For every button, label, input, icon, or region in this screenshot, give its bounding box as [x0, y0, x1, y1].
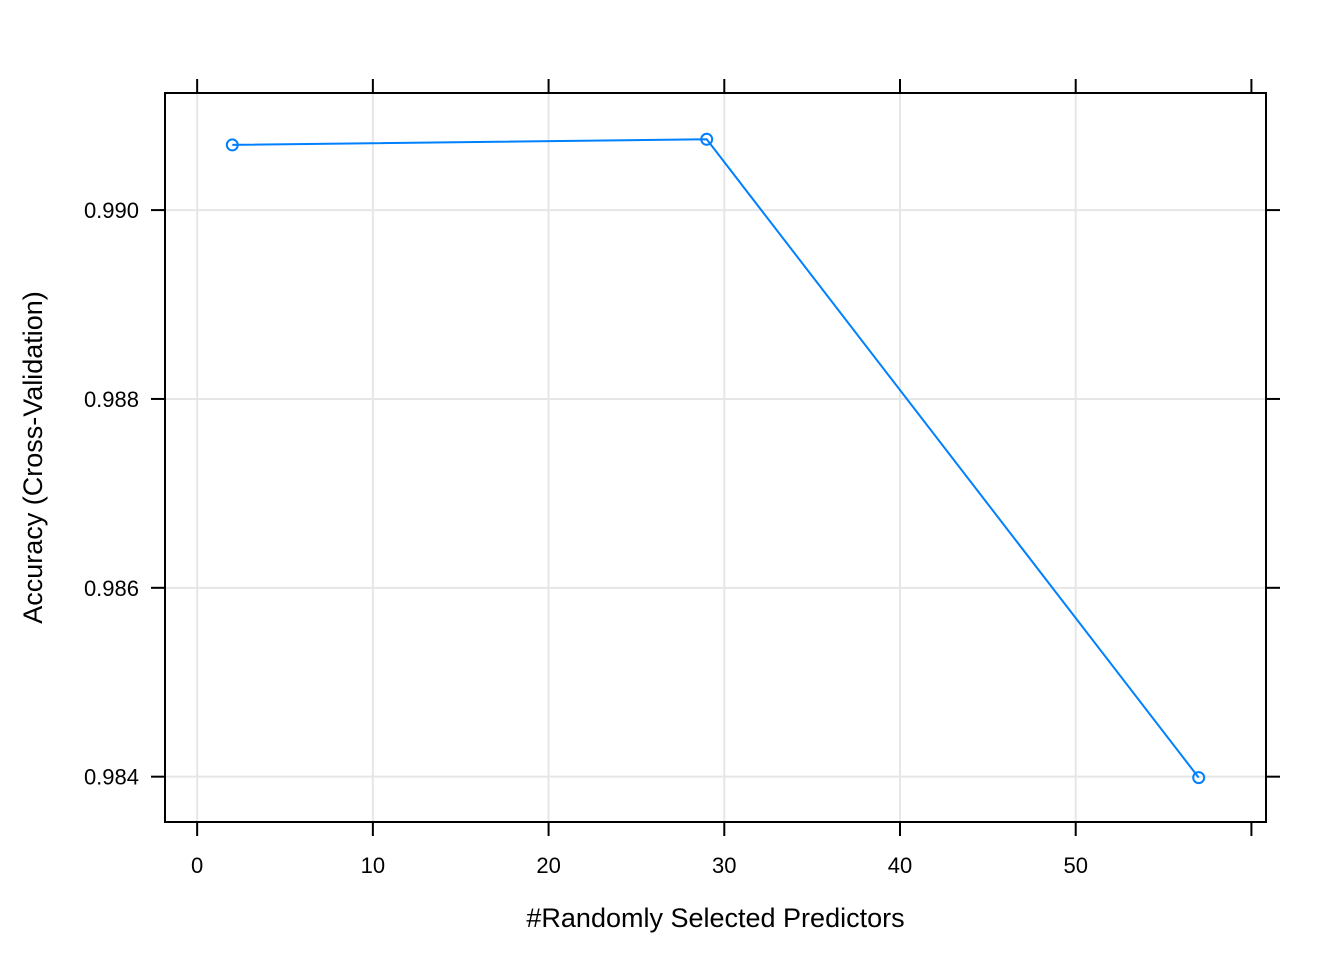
x-tick-label: 20	[536, 853, 560, 878]
series-line	[232, 138, 1200, 779]
y-axis-title: Accuracy (Cross-Validation)	[18, 291, 48, 624]
data-point	[225, 138, 239, 152]
data-point	[1192, 771, 1206, 785]
y-tick-label: 0.988	[84, 387, 139, 412]
x-tick-label: 30	[712, 853, 736, 878]
x-tick-label: 0	[191, 853, 203, 878]
x-tick-label: 50	[1063, 853, 1087, 878]
y-tick-label: 0.984	[84, 765, 139, 790]
tick-labels: 0 10 20 30 40 50 0.984 0.986 0.988 0.990	[84, 198, 1088, 878]
y-tick-label: 0.986	[84, 576, 139, 601]
grid	[165, 93, 1266, 822]
x-tick-label: 10	[361, 853, 385, 878]
x-tick-label: 40	[888, 853, 912, 878]
data-point	[700, 132, 714, 146]
y-tick-label: 0.990	[84, 198, 139, 223]
plot-frame	[164, 92, 1267, 823]
series-layer	[225, 132, 1206, 785]
ticks	[151, 79, 1280, 836]
x-axis-title: #Randomly Selected Predictors	[526, 903, 904, 933]
